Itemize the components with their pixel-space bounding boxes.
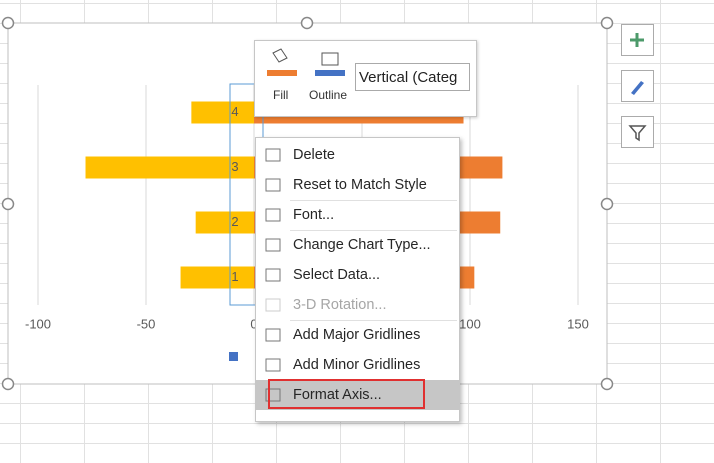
menu-item-label: Format Axis... [293,387,382,403]
menu-item[interactable]: Delete [256,140,459,170]
menu-separator [290,320,457,321]
bar [85,156,255,179]
x-tick-label: 150 [567,316,589,331]
element-selector[interactable]: Vertical (Categ [355,63,470,91]
menu-item[interactable]: 3-D Rotation... [256,290,459,320]
y-tick-label: 2 [231,214,238,229]
chart-styles-button[interactable] [621,70,654,102]
menu-item[interactable]: Format Axis... [256,380,459,410]
x-tick-label: -100 [25,316,51,331]
bar [191,101,254,124]
chart-elements-button[interactable] [621,24,654,56]
format-toolbar: Fill Outline Vertical (Categ [254,40,477,117]
fill-label[interactable]: Fill [273,88,289,102]
bar [195,211,254,234]
x-tick-label: 100 [459,316,481,331]
menu-item-label: Select Data... [293,267,381,283]
menu-item-label: Font... [293,207,335,223]
menu-item-label: Delete [293,147,335,163]
menu-item-label: Change Chart Type... [293,237,431,253]
menu-item[interactable]: Select Data... [256,260,459,290]
menu-separator [290,200,457,201]
menu-item-label: Add Major Gridlines [293,327,421,343]
chart-handles [1,16,614,391]
outline-label[interactable]: Outline [309,88,348,102]
x-tick-label: 0 [250,316,257,331]
y-tick-label: 4 [231,104,238,119]
menu-item[interactable]: Font... [256,200,459,230]
menu-item-label: Add Minor Gridlines [293,357,421,373]
menu-item-label: Reset to Match Style [293,177,427,193]
highlight-box [268,379,425,409]
menu-item[interactable]: Change Chart Type... [256,230,459,260]
x-tick-label: -50 [137,316,156,331]
menu-item[interactable]: Add Major Gridlines [256,320,459,350]
context-menu: Delete Reset to Match Style Font... Change … [255,137,460,422]
menu-item-label: 3-D Rotation... [293,297,387,313]
menu-separator [290,230,457,231]
chart-filters-button[interactable] [621,116,654,148]
y-tick-label: 1 [231,269,238,284]
bar [180,266,254,289]
y-tick-label: 3 [231,159,238,174]
menu-item[interactable]: Reset to Match Style [256,170,459,200]
legend-swatch [229,352,238,361]
menu-item[interactable]: Add Minor Gridlines [256,350,459,380]
